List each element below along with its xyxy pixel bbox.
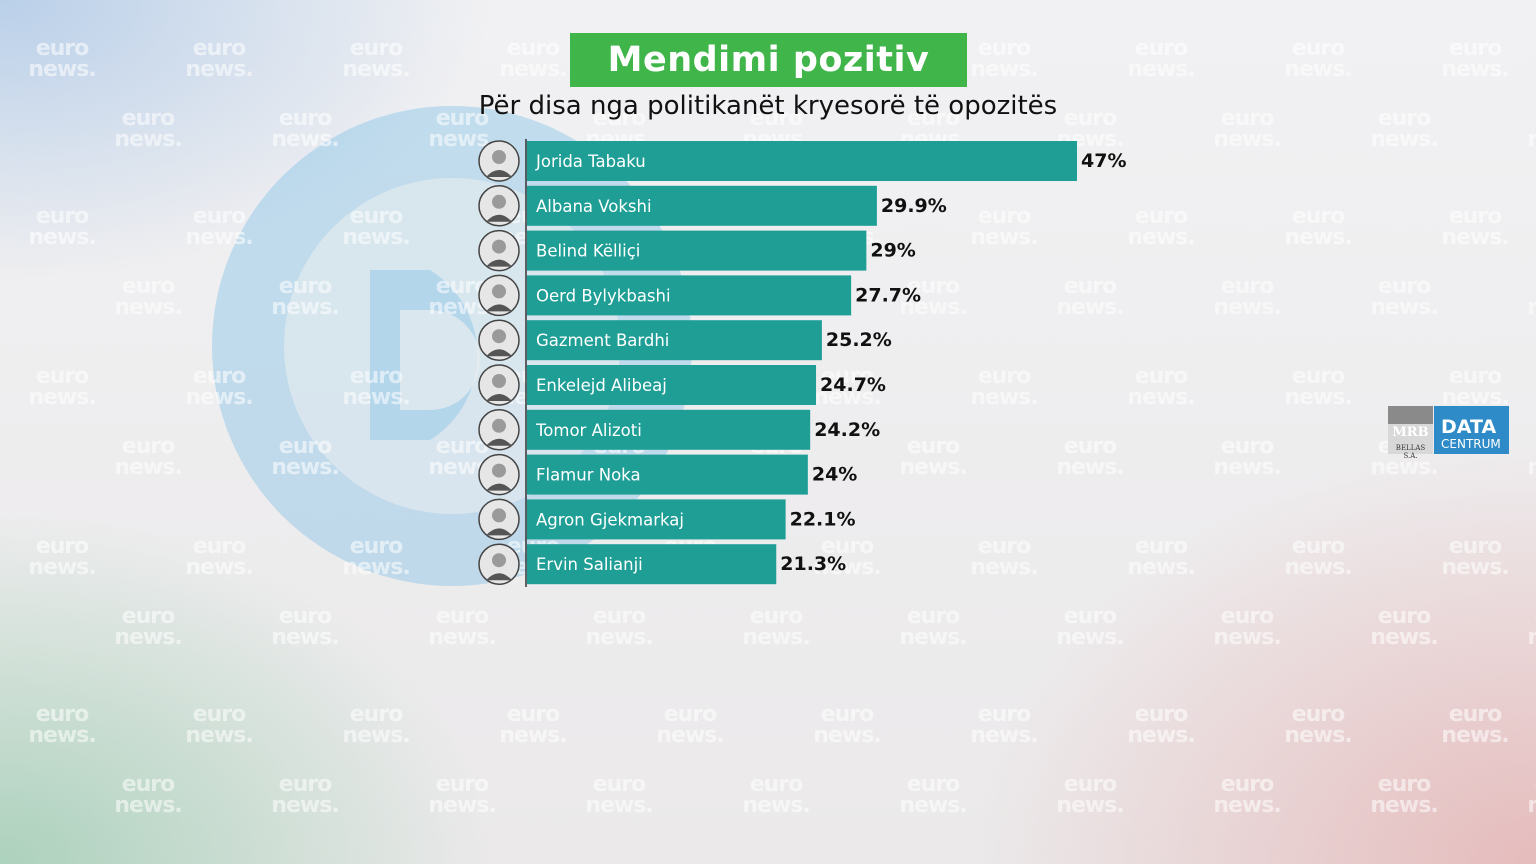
bar xyxy=(527,409,811,450)
bar-category-label: Oerd Bylykbashi xyxy=(536,286,671,305)
bars-group: Jorida Tabaku 47% Albana Vokshi 29.9% Belind… xyxy=(478,139,1126,587)
avatar-icon xyxy=(478,185,520,227)
bar-value-label: 29% xyxy=(870,240,915,262)
data-centrum-subtext: CENTRUM xyxy=(1441,437,1501,451)
bar-value-label: 27.7% xyxy=(855,284,921,306)
bar-category-label: Agron Gjekmarkaj xyxy=(536,510,684,529)
avatar-icon xyxy=(478,364,520,406)
bar xyxy=(527,230,867,271)
mrb-logo-subtext: BELLAS S.A. xyxy=(1395,444,1426,460)
bar-category-label: Belind Këlliçi xyxy=(536,242,640,261)
bar xyxy=(527,499,786,540)
bar-value-label: 24% xyxy=(812,464,857,486)
bar-category-label: Tomor Alizoti xyxy=(535,421,642,440)
bar-category-label: Ervin Salianji xyxy=(536,555,643,574)
data-centrum-text: DATA xyxy=(1441,416,1497,438)
avatar-icon xyxy=(478,409,520,451)
avatar-icon xyxy=(478,319,520,361)
mrb-logo: MRB BELLAS S.A. xyxy=(1388,406,1433,460)
avatar-icon xyxy=(478,229,520,272)
avatar-icon xyxy=(478,453,520,496)
data-centrum-logo: DATA CENTRUM xyxy=(1434,406,1509,454)
bar-category-label: Flamur Noka xyxy=(536,466,641,485)
bar-value-label: 24.2% xyxy=(814,419,880,441)
bar xyxy=(527,275,852,316)
chart-title: Mendimi pozitiv xyxy=(570,33,967,87)
bar xyxy=(527,185,877,226)
bar xyxy=(527,365,817,405)
mrb-datacentrum-logo: MRB BELLAS S.A. DATA CENTRUM xyxy=(1388,406,1509,460)
bar-value-label: 29.9% xyxy=(881,195,947,217)
bar xyxy=(527,141,1077,181)
bar-value-label: 47% xyxy=(1081,150,1126,172)
mrb-logo-text: MRB xyxy=(1392,425,1429,440)
bar xyxy=(527,320,822,361)
avatar-icon xyxy=(478,498,520,541)
avatar-icon xyxy=(478,274,520,317)
bar-category-label: Gazment Bardhi xyxy=(536,331,669,350)
bar-value-label: 24.7% xyxy=(820,374,886,396)
chart-subtitle: Për disa nga politikanët kryesorë të opo… xyxy=(478,91,1058,121)
avatar-icon xyxy=(478,140,520,182)
bar xyxy=(527,544,777,585)
bar-category-label: Jorida Tabaku xyxy=(535,152,646,171)
bar-value-label: 25.2% xyxy=(826,329,892,351)
avatar-icon xyxy=(478,543,520,585)
bar xyxy=(527,454,808,495)
bar-value-label: 21.3% xyxy=(780,553,846,575)
bar-category-label: Albana Vokshi xyxy=(536,197,652,216)
bar-value-label: 22.1% xyxy=(790,508,856,530)
bar-category-label: Enkelejd Alibeaj xyxy=(536,376,667,395)
